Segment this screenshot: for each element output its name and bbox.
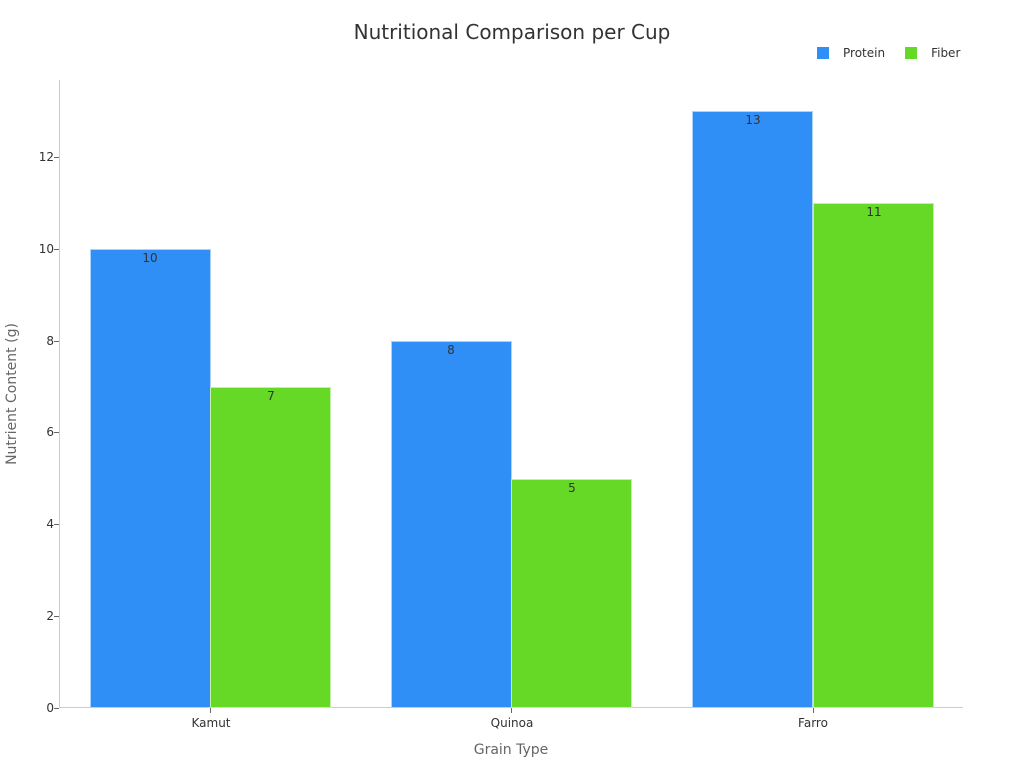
y-tick: 0 <box>46 701 54 715</box>
y-tick-mark <box>54 249 59 250</box>
bar-protein-farro[interactable] <box>692 111 813 708</box>
legend-label-fiber: Fiber <box>931 46 961 60</box>
x-tick-quinoa: Quinoa <box>490 716 534 730</box>
data-label: 10 <box>142 251 158 265</box>
y-tick: 12 <box>38 150 54 164</box>
x-axis-label: Grain Type <box>473 742 549 758</box>
bar-protein-quinoa[interactable] <box>391 341 512 708</box>
x-tick-kamut: Kamut <box>191 716 231 730</box>
legend-swatch-protein <box>817 47 829 59</box>
y-tick: 6 <box>46 425 54 439</box>
y-tick: 4 <box>46 517 54 531</box>
data-label: 7 <box>267 389 275 403</box>
bar-fiber-kamut[interactable] <box>210 387 331 708</box>
y-tick-mark <box>54 708 59 709</box>
data-label: 8 <box>447 343 455 357</box>
legend: Protein Fiber <box>817 46 980 60</box>
data-label: 11 <box>866 205 882 219</box>
chart-title: Nutritional Comparison per Cup <box>353 20 671 44</box>
y-axis-line <box>59 80 60 708</box>
y-tick-mark <box>54 432 59 433</box>
legend-item-fiber[interactable]: Fiber <box>905 46 960 60</box>
legend-item-protein[interactable]: Protein <box>817 46 885 60</box>
data-label: 5 <box>568 481 576 495</box>
bar-protein-kamut[interactable] <box>90 249 211 708</box>
x-tick-mark <box>210 708 211 713</box>
y-tick-mark <box>54 524 59 525</box>
y-tick-mark <box>54 341 59 342</box>
x-tick-farro: Farro <box>798 716 828 730</box>
y-tick-mark <box>54 157 59 158</box>
bar-fiber-farro[interactable] <box>813 203 934 708</box>
bar-fiber-quinoa[interactable] <box>511 479 632 708</box>
legend-swatch-fiber <box>905 47 918 59</box>
legend-label-protein: Protein <box>843 46 886 60</box>
y-tick: 8 <box>46 334 54 348</box>
y-tick: 10 <box>38 242 54 256</box>
x-tick-mark <box>813 708 814 713</box>
x-tick-mark <box>511 708 512 713</box>
y-tick: 2 <box>46 609 54 623</box>
y-tick-mark <box>54 616 59 617</box>
data-label: 13 <box>745 113 761 127</box>
